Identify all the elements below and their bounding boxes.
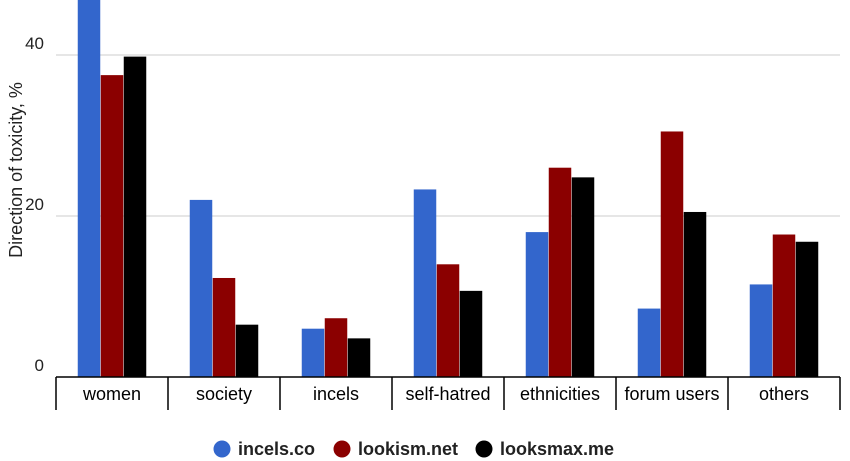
legend-label: lookism.net: [358, 439, 458, 459]
x-tick-label: incels: [313, 384, 359, 404]
bar: incels.co – forum users: 8.5: [637, 308, 661, 377]
bar: incels.co – self-hatred: 23.3: [413, 189, 437, 377]
bar: lookism.net – self-hatred: 14: [436, 264, 460, 377]
bar: looksmax.me – women: 39.8: [123, 56, 147, 378]
legend-swatch: [333, 440, 351, 458]
y-axis-label: Direction of toxicity, %: [6, 82, 26, 258]
x-tick-label: ethnicities: [520, 384, 600, 404]
legend-swatch: [475, 440, 493, 458]
legend: incels.co lookism.net looksmax.me: [213, 439, 614, 459]
bar: lookism.net – women: 37.5: [100, 75, 124, 377]
bar: looksmax.me – forum users: 20.5: [683, 211, 707, 377]
bar: lookism.net – society: 12.3: [212, 277, 236, 377]
bar: looksmax.me – others: 16.8: [795, 241, 819, 377]
x-tick-label: forum users: [624, 384, 719, 404]
bar: incels.co – women: 47: [77, 0, 101, 378]
x-tick-label: women: [82, 384, 141, 404]
legend-label: incels.co: [238, 439, 315, 459]
bar: looksmax.me – society: 6.5: [235, 324, 259, 377]
x-tick-label: self-hatred: [405, 384, 490, 404]
y-tick-labels: 0 20 40: [25, 34, 44, 375]
bar: lookism.net – incels: 7.3: [324, 318, 348, 377]
legend-label: looksmax.me: [500, 439, 614, 459]
category-labels: women society incels self-hatred ethnicities…: [82, 384, 809, 404]
y-tick-label: 0: [35, 356, 44, 375]
legend-swatch: [213, 440, 231, 458]
bar: looksmax.me – ethnicities: 24.8: [571, 177, 595, 377]
y-tick-label: 40: [25, 34, 44, 53]
bar: incels.co – ethnicities: 18: [525, 232, 549, 377]
bar: incels.co – incels: 6: [301, 328, 325, 377]
y-tick-label: 20: [25, 195, 44, 214]
x-tick-label: society: [196, 384, 252, 404]
bar: incels.co – others: 11.5: [749, 284, 773, 377]
bar: looksmax.me – self-hatred: 10.7: [459, 290, 483, 377]
gridlines: [56, 54, 840, 217]
bars: incels.co – women: 47lookism.net – women…: [77, 0, 819, 378]
bar: looksmax.me – incels: 4.8: [347, 338, 371, 377]
x-axis: [55, 376, 841, 410]
bar: lookism.net – forum users: 30.5: [660, 131, 684, 377]
bar: lookism.net – ethnicities: 26: [548, 167, 572, 377]
x-tick-label: others: [759, 384, 809, 404]
bar: lookism.net – others: 17.7: [772, 234, 796, 377]
bar: incels.co – society: 22: [189, 199, 213, 377]
